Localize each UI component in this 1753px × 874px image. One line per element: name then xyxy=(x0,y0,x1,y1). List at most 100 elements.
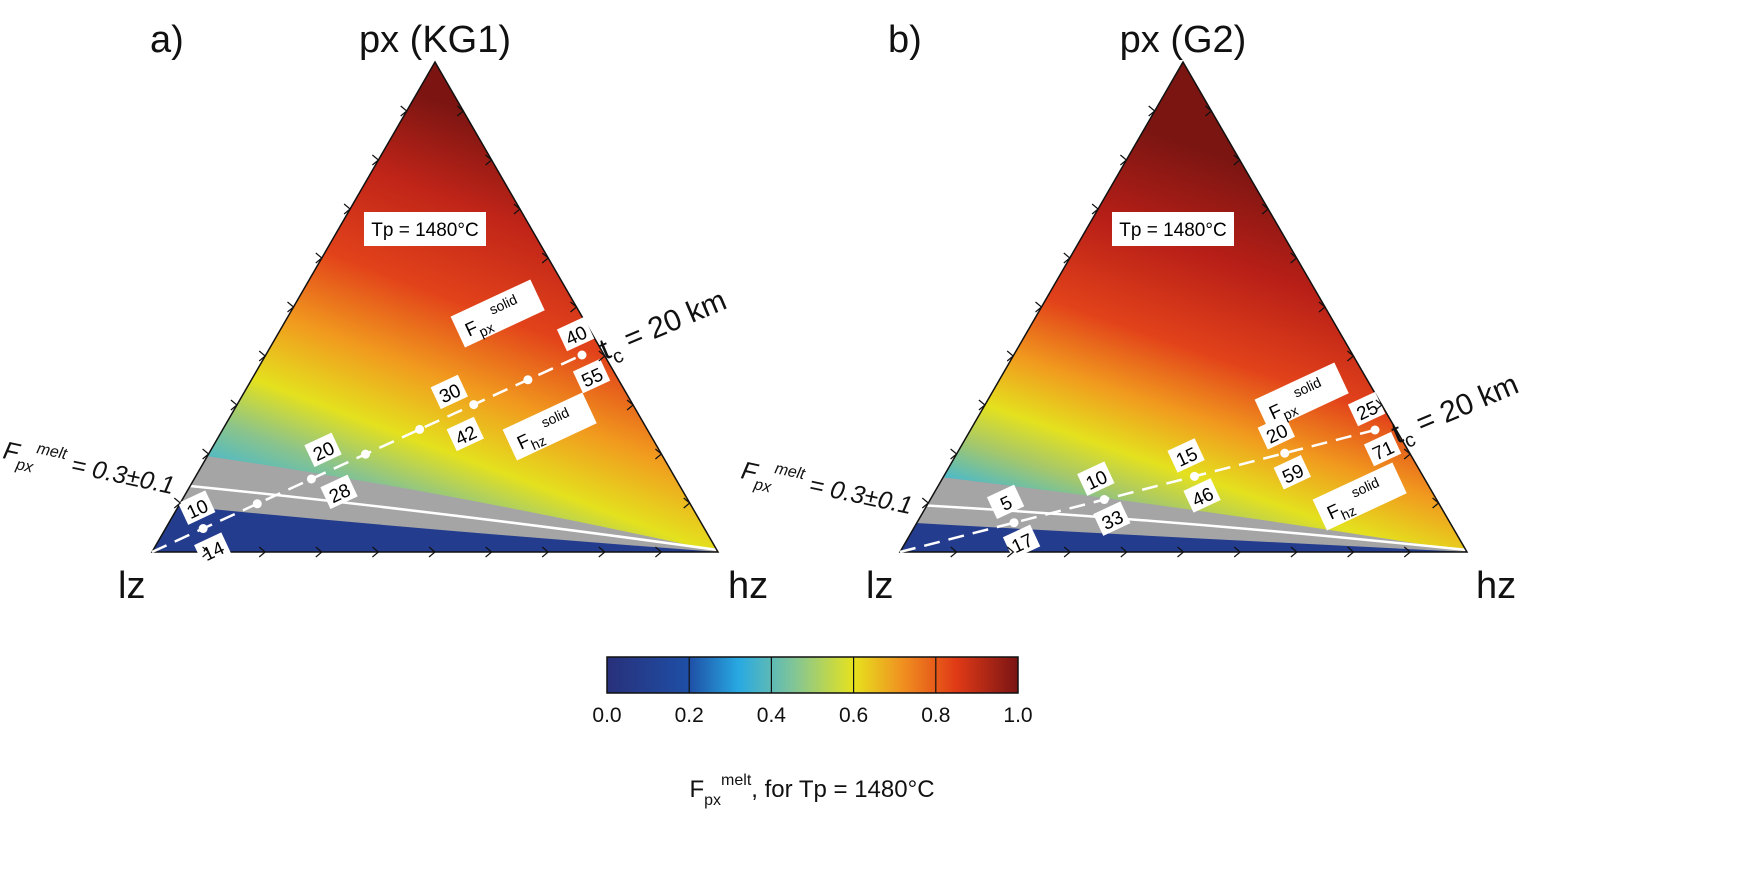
tick-mark xyxy=(655,448,663,460)
tick-mark xyxy=(400,105,408,117)
tick-mark xyxy=(372,154,380,166)
tc-point xyxy=(198,524,208,534)
svg-text:tc = 20 km: tc = 20 km xyxy=(595,284,734,372)
svg-text:Fpxmelt = 0.3±0.1: Fpxmelt = 0.3±0.1 xyxy=(738,454,916,526)
tc-point xyxy=(252,499,262,509)
low-melt-region xyxy=(900,522,1467,552)
tick-mark xyxy=(598,546,606,558)
colorbar-tick-label: 0.4 xyxy=(757,704,787,727)
fpx-melt-label: Fpxmelt = 0.3±0.1 xyxy=(738,454,916,526)
tick-mark xyxy=(343,203,352,215)
tc-dashed-line xyxy=(899,428,1376,554)
low-melt-region xyxy=(152,503,718,552)
tick-mark xyxy=(978,399,986,411)
tp-label: Tp = 1480°C xyxy=(1119,220,1226,241)
apex-label-px: px (KG1) xyxy=(359,19,511,61)
axis-ticks xyxy=(173,105,691,558)
fhz-solid-value: 33 xyxy=(1093,501,1131,536)
tc-label: tc = 20 km xyxy=(595,284,734,372)
tick-mark xyxy=(1063,252,1071,264)
tick-mark xyxy=(1403,546,1412,558)
fhz-solid-value: 14 xyxy=(194,532,232,567)
fpx-solid-label: Fpxsolid xyxy=(450,279,545,348)
tp-box xyxy=(1112,212,1234,246)
tick-mark xyxy=(1347,350,1355,362)
tp-label: Tp = 1480°C xyxy=(371,220,478,241)
tick-mark xyxy=(258,350,267,362)
axis-ticks xyxy=(921,105,1440,558)
tick-mark xyxy=(1148,105,1156,117)
tick-mark xyxy=(655,546,663,558)
tick-mark xyxy=(1318,301,1326,313)
tick-mark xyxy=(541,546,550,558)
tick-mark xyxy=(598,350,606,362)
colorbar-tick-label: 0.0 xyxy=(592,704,621,727)
fpx-melt-label: Fpxmelt = 0.3±0.1 xyxy=(0,434,178,506)
tick-mark xyxy=(950,546,958,558)
colorbar-gradient xyxy=(606,656,1019,694)
fhz-solid-value: 55 xyxy=(572,358,611,394)
tick-mark xyxy=(1177,546,1185,558)
tick-mark xyxy=(1432,497,1440,509)
fpx-solid-value: 5 xyxy=(986,484,1025,520)
tick-mark xyxy=(1120,546,1128,558)
colorbar-tick-label: 1.0 xyxy=(1003,704,1032,727)
fhz-solid-value: 42 xyxy=(446,416,484,452)
panel-label-a: a) xyxy=(150,19,184,61)
tick-mark xyxy=(1403,448,1412,460)
apex-label-px: px (G2) xyxy=(1120,19,1247,61)
tick-mark xyxy=(1261,203,1270,215)
fpx-solid-value: 10 xyxy=(178,490,216,525)
tick-mark xyxy=(315,252,323,264)
tc-point xyxy=(577,350,587,360)
tick-mark xyxy=(372,546,380,558)
tick-mark xyxy=(513,203,521,215)
tick-mark xyxy=(1290,546,1298,558)
tick-mark xyxy=(428,546,436,558)
tick-mark xyxy=(230,399,238,411)
tc-point xyxy=(1370,425,1380,435)
fpx-solid-value: 15 xyxy=(1167,438,1205,473)
tick-mark xyxy=(1063,546,1072,558)
corner-label-hz: hz xyxy=(728,565,768,607)
tick-mark xyxy=(1233,546,1242,558)
fpx-solid-label: Fpxsolid xyxy=(1254,362,1349,431)
tc-point xyxy=(523,375,533,385)
tick-mark xyxy=(1120,154,1128,166)
tick-mark xyxy=(456,105,465,117)
tick-mark xyxy=(1375,399,1383,411)
tick-mark xyxy=(1007,546,1015,558)
tick-mark xyxy=(1091,203,1100,215)
tick-mark xyxy=(1290,252,1298,264)
tick-mark xyxy=(626,399,635,411)
tc-label: tc = 20 km xyxy=(1387,368,1523,453)
colorbar-tick-label: 0.2 xyxy=(675,704,704,727)
tick-mark xyxy=(1006,350,1015,362)
panel-label-b: b) xyxy=(888,19,922,61)
tick-mark xyxy=(541,252,550,264)
tc-point xyxy=(306,474,316,484)
tick-mark xyxy=(173,497,182,509)
colorbar: 0.0 0.2 0.4 0.6 0.8 1.0 Fpxmelt, for Tp = 148… xyxy=(592,656,1033,809)
melt-contour-line xyxy=(179,483,718,552)
tc-point xyxy=(1190,471,1199,481)
tick-mark xyxy=(315,546,323,558)
melt-fraction-field xyxy=(900,62,1467,552)
tick-mark xyxy=(287,301,295,313)
fpx-solid-value: 10 xyxy=(1077,461,1115,496)
tc-point xyxy=(469,400,479,410)
corner-label-lz: lz xyxy=(118,565,145,607)
svg-text:Fpxmelt = 0.3±0.1: Fpxmelt = 0.3±0.1 xyxy=(0,434,178,506)
tc-point xyxy=(415,424,425,434)
fhz-solid-label: Fhzsolid xyxy=(1312,462,1407,531)
corner-label-lz: lz xyxy=(866,565,893,607)
tick-mark xyxy=(1233,154,1241,166)
tick-mark xyxy=(950,448,958,460)
tick-mark xyxy=(570,301,578,313)
corner-label-hz: hz xyxy=(1476,565,1516,607)
tick-mark xyxy=(921,497,930,509)
tc-point xyxy=(361,449,371,459)
